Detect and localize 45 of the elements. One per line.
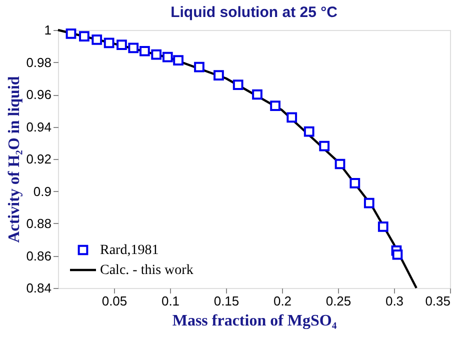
x-tick-label: 0.25 [326,294,352,308]
x-tick-label: 0.35 [425,294,450,308]
y-tick-label: 0.88 [26,216,52,231]
y-tick-label: 1 [44,22,52,38]
point [194,62,204,72]
point [350,178,360,188]
point [116,40,127,50]
x-tick-label: 0.1 [161,294,180,308]
point [378,222,388,232]
point [286,112,298,123]
point [104,38,114,48]
point [151,49,162,60]
point [66,28,76,39]
legend-label: Calc. - this work [100,263,194,278]
y-tick-label: 0.9 [33,184,52,199]
y-tick-label: 0.94 [26,119,52,134]
point [92,34,102,45]
x-tick-label: 0.15 [214,294,240,308]
point [79,31,90,42]
point [173,55,184,66]
y-tick-label: 0.96 [26,87,52,102]
x-tick-label: 0.05 [102,294,128,308]
point [392,249,403,260]
x-tick-label: 0.3 [385,294,404,308]
x-axis-title: Mass fraction of MgSO₄ [172,312,337,330]
point [162,52,173,62]
point [214,70,224,80]
line-series [56,28,418,290]
y-axis-title: Activity of H₂O in liquid [6,76,24,243]
x-tick-label: 0.2 [273,294,292,308]
point [334,158,346,170]
y-tick-label: 0.84 [26,280,52,296]
y-tick-label: 0.92 [26,152,52,166]
y-tick-label: 0.86 [26,248,52,264]
legend-label: Rard,1981 [100,243,159,258]
y-tick-label: 0.98 [26,54,52,70]
point [140,46,150,56]
point [364,198,374,208]
point [128,42,139,54]
chart-title: Liquid solution at 25 °C [170,4,338,21]
point [304,126,314,137]
point [252,89,262,100]
point [270,100,280,111]
point [319,140,330,152]
point [232,80,244,90]
